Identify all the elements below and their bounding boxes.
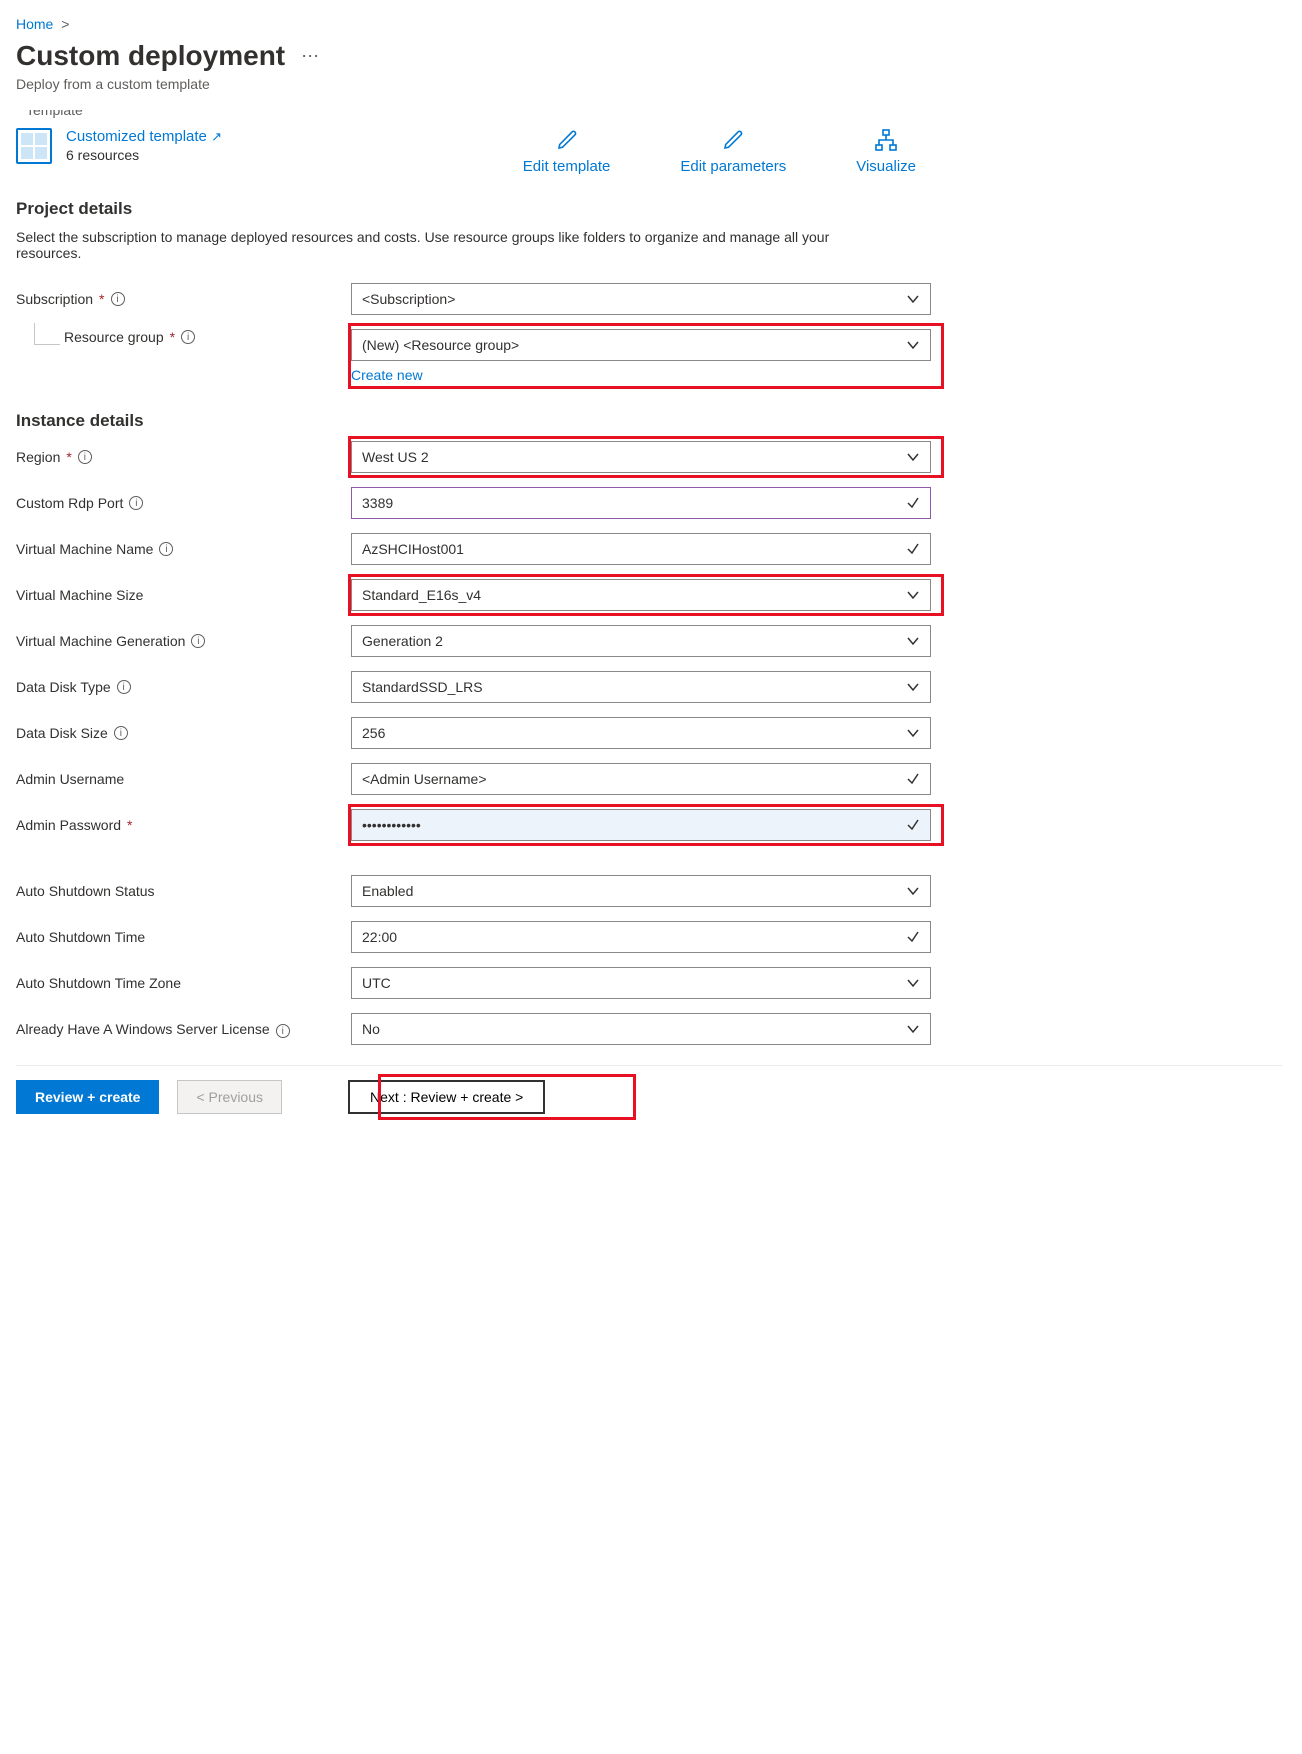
custom-rdp-port-label: Custom Rdp Port i: [16, 495, 351, 511]
region-label: Region* i: [16, 449, 351, 465]
auto-shutdown-time-label: Auto Shutdown Time: [16, 929, 351, 945]
template-icon: [16, 128, 52, 164]
info-icon[interactable]: i: [159, 542, 173, 556]
resource-group-dropdown[interactable]: (New) <Resource group>: [351, 329, 931, 361]
project-details-heading: Project details: [16, 199, 946, 219]
resource-group-label: Resource group* i: [16, 329, 351, 345]
breadcrumb-home-link[interactable]: Home: [16, 16, 53, 32]
already-license-label: Already Have A Windows Server License i: [16, 1020, 351, 1038]
already-license-dropdown[interactable]: No: [351, 1013, 931, 1045]
pencil-icon: [555, 128, 579, 152]
auto-shutdown-status-label: Auto Shutdown Status: [16, 883, 351, 899]
visualize-button[interactable]: Visualize: [856, 128, 916, 175]
project-details-description: Select the subscription to manage deploy…: [16, 229, 896, 261]
hierarchy-icon: [874, 128, 898, 152]
next-review-create-button[interactable]: Next : Review + create >: [348, 1080, 545, 1114]
breadcrumb: Home >: [16, 16, 946, 32]
info-icon[interactable]: i: [114, 726, 128, 740]
external-link-icon: ↗: [211, 129, 222, 144]
pencil-icon: [721, 128, 745, 152]
vm-generation-dropdown[interactable]: Generation 2: [351, 625, 931, 657]
info-icon[interactable]: i: [276, 1024, 290, 1038]
info-icon[interactable]: i: [78, 450, 92, 464]
edit-template-button[interactable]: Edit template: [523, 128, 611, 175]
auto-shutdown-tz-dropdown[interactable]: UTC: [351, 967, 931, 999]
data-disk-type-label: Data Disk Type i: [16, 679, 351, 695]
data-disk-type-dropdown[interactable]: StandardSSD_LRS: [351, 671, 931, 703]
admin-username-label: Admin Username: [16, 771, 351, 787]
admin-password-label: Admin Password*: [16, 817, 351, 833]
vm-size-label: Virtual Machine Size: [16, 587, 351, 603]
auto-shutdown-tz-label: Auto Shutdown Time Zone: [16, 975, 351, 991]
admin-password-input[interactable]: ••••••••••••: [351, 809, 931, 841]
info-icon[interactable]: i: [111, 292, 125, 306]
vm-name-label: Virtual Machine Name i: [16, 541, 351, 557]
customized-template-link[interactable]: Customized template ↗: [66, 128, 222, 145]
auto-shutdown-status-dropdown[interactable]: Enabled: [351, 875, 931, 907]
edit-parameters-button[interactable]: Edit parameters: [680, 128, 786, 175]
template-resource-count: 6 resources: [66, 147, 222, 163]
instance-details-heading: Instance details: [16, 411, 946, 431]
admin-username-input[interactable]: <Admin Username>: [351, 763, 931, 795]
info-icon[interactable]: i: [129, 496, 143, 510]
info-icon[interactable]: i: [191, 634, 205, 648]
info-icon[interactable]: i: [181, 330, 195, 344]
subscription-label: Subscription* i: [16, 291, 351, 307]
info-icon[interactable]: i: [117, 680, 131, 694]
auto-shutdown-time-input[interactable]: 22:00: [351, 921, 931, 953]
page-title: Custom deployment: [16, 40, 285, 72]
vm-name-input[interactable]: AzSHCIHost001: [351, 533, 931, 565]
region-dropdown[interactable]: West US 2: [351, 441, 931, 473]
data-disk-size-label: Data Disk Size i: [16, 725, 351, 741]
vm-generation-label: Virtual Machine Generation i: [16, 633, 351, 649]
more-actions-icon[interactable]: ⋯: [301, 46, 319, 67]
page-subtitle: Deploy from a custom template: [16, 76, 946, 92]
breadcrumb-separator: >: [61, 16, 69, 32]
review-create-button[interactable]: Review + create: [16, 1080, 159, 1114]
previous-button: < Previous: [177, 1080, 282, 1114]
subscription-dropdown[interactable]: <Subscription>: [351, 283, 931, 315]
create-new-rg-link[interactable]: Create new: [351, 367, 423, 383]
template-section-label: Template: [26, 110, 946, 122]
custom-rdp-port-input[interactable]: 3389: [351, 487, 931, 519]
data-disk-size-dropdown[interactable]: 256: [351, 717, 931, 749]
vm-size-dropdown[interactable]: Standard_E16s_v4: [351, 579, 931, 611]
